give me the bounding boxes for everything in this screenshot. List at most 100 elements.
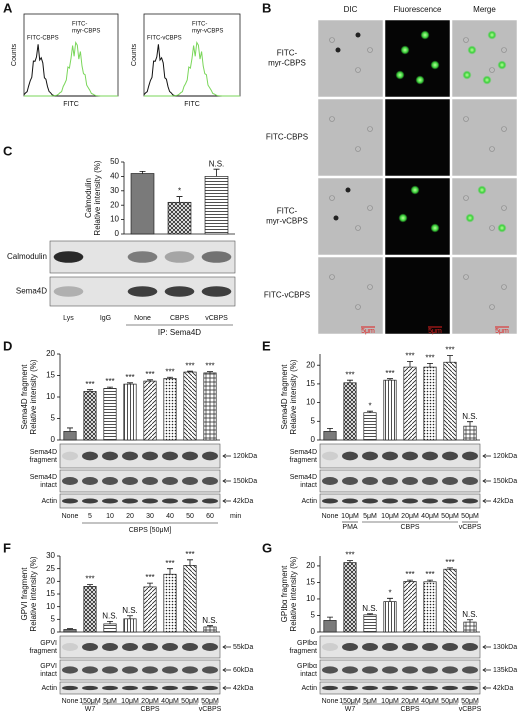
molecular-weight: 130kDa bbox=[493, 644, 517, 651]
fluorescent-cell bbox=[415, 75, 425, 85]
blot-band bbox=[162, 451, 178, 461]
cell bbox=[489, 225, 495, 231]
y-tick-label: 10 bbox=[110, 215, 119, 224]
error-bar bbox=[367, 613, 373, 615]
blot-band bbox=[201, 286, 232, 297]
y-axis-label: Relative intensity (%) bbox=[29, 556, 38, 631]
y-tick-label: 15 bbox=[306, 379, 315, 388]
blot-label: Sema4D bbox=[30, 474, 57, 481]
row-label: FITC-CBPS bbox=[266, 133, 308, 142]
bar bbox=[123, 618, 137, 633]
error-bar bbox=[167, 568, 173, 575]
blot-strip bbox=[59, 659, 221, 681]
error-bar bbox=[407, 579, 413, 582]
blot-band bbox=[53, 286, 84, 297]
histogram-curve bbox=[144, 40, 240, 97]
blot-band bbox=[127, 251, 158, 263]
blot-band bbox=[62, 477, 78, 485]
curve-label: myr-CBPS bbox=[72, 29, 100, 35]
row-label: FITC- bbox=[277, 207, 298, 216]
bar bbox=[103, 623, 117, 633]
blot-band bbox=[122, 498, 138, 504]
bar bbox=[403, 581, 417, 633]
blot-label: intact bbox=[40, 671, 57, 678]
y-axis-label: GPIbα fragment bbox=[280, 565, 289, 622]
curve-label: FITC- bbox=[192, 22, 207, 28]
x-tick-label: 5μM bbox=[363, 698, 377, 705]
significance-label: *** bbox=[425, 353, 434, 362]
cell bbox=[355, 32, 361, 38]
arrow bbox=[482, 453, 491, 459]
significance-label: *** bbox=[145, 370, 154, 379]
molecular-weight: 120kDa bbox=[493, 453, 517, 460]
x-tick-label: 20 bbox=[126, 513, 134, 520]
significance-label: *** bbox=[185, 550, 194, 559]
blot-band bbox=[202, 498, 218, 504]
x-tick-label: 5 bbox=[88, 513, 92, 520]
y-tick-label: 15 bbox=[306, 578, 315, 587]
error-bar bbox=[107, 386, 113, 389]
y-tick-label: 20 bbox=[46, 349, 55, 358]
blot-label: Sema4D bbox=[290, 449, 317, 456]
y-tick-label: 10 bbox=[306, 594, 315, 603]
y-tick-label: 0 bbox=[51, 627, 56, 636]
curve-label: FITC-vCBPS bbox=[147, 36, 182, 42]
error-bar bbox=[347, 560, 353, 563]
blot-strip bbox=[59, 635, 221, 659]
x-tick-label: 60 bbox=[206, 513, 214, 520]
x-tick-label: None bbox=[322, 513, 339, 520]
blot-band bbox=[164, 286, 195, 297]
curve-label: myr-vCBPS bbox=[192, 29, 223, 35]
blot-band bbox=[422, 498, 438, 504]
y-tick-label: 0 bbox=[311, 435, 316, 444]
x-tick-label: 50μM bbox=[181, 698, 199, 705]
panel-label: B bbox=[262, 0, 271, 15]
error-bar bbox=[347, 379, 353, 383]
error-bar bbox=[327, 428, 333, 432]
blot-band bbox=[122, 643, 138, 651]
significance-label: N.S. bbox=[362, 604, 378, 613]
cell bbox=[333, 215, 339, 221]
significance-label: *** bbox=[385, 369, 394, 378]
bar bbox=[123, 383, 137, 441]
y-tick-label: 20 bbox=[306, 360, 315, 369]
blot-label: GPVI bbox=[40, 640, 57, 647]
bar bbox=[463, 425, 477, 441]
error-bar bbox=[167, 376, 173, 379]
blot-label: fragment bbox=[289, 648, 317, 655]
blot-band bbox=[102, 477, 118, 485]
blot-band bbox=[342, 477, 358, 485]
arrow bbox=[482, 478, 491, 484]
molecular-weight: 42kDa bbox=[233, 685, 253, 692]
blot-band bbox=[322, 685, 338, 691]
blot-band bbox=[122, 477, 138, 485]
bar bbox=[423, 581, 437, 633]
blot-band bbox=[342, 498, 358, 504]
blot-band bbox=[322, 477, 338, 485]
significance-label: *** bbox=[165, 367, 174, 376]
error-bar bbox=[127, 382, 133, 385]
significance-label: *** bbox=[425, 570, 434, 579]
bar bbox=[103, 388, 117, 441]
x-tick-label: 40μM bbox=[421, 513, 439, 520]
x-tick-label: 10 bbox=[106, 513, 114, 520]
fluorescent-cell bbox=[497, 223, 507, 233]
scale-bar-label: 5μm bbox=[428, 328, 442, 335]
blot-band bbox=[182, 477, 198, 485]
blot-label: fragment bbox=[29, 648, 57, 655]
blot-band bbox=[342, 666, 358, 674]
molecular-weight: 150kDa bbox=[233, 478, 257, 485]
error-bar bbox=[387, 597, 393, 602]
x-tick-label: None bbox=[62, 698, 79, 705]
bar bbox=[443, 568, 457, 633]
blot-label: intact bbox=[300, 482, 317, 489]
x-tick-label: 10μM bbox=[381, 698, 399, 705]
cell bbox=[345, 187, 351, 193]
blot-band bbox=[62, 685, 78, 691]
fluorescent-cell bbox=[477, 185, 487, 195]
error-bar bbox=[107, 620, 113, 624]
cell bbox=[329, 116, 335, 122]
cell bbox=[335, 47, 341, 53]
blot-band bbox=[82, 498, 98, 504]
blot-band bbox=[182, 685, 198, 691]
